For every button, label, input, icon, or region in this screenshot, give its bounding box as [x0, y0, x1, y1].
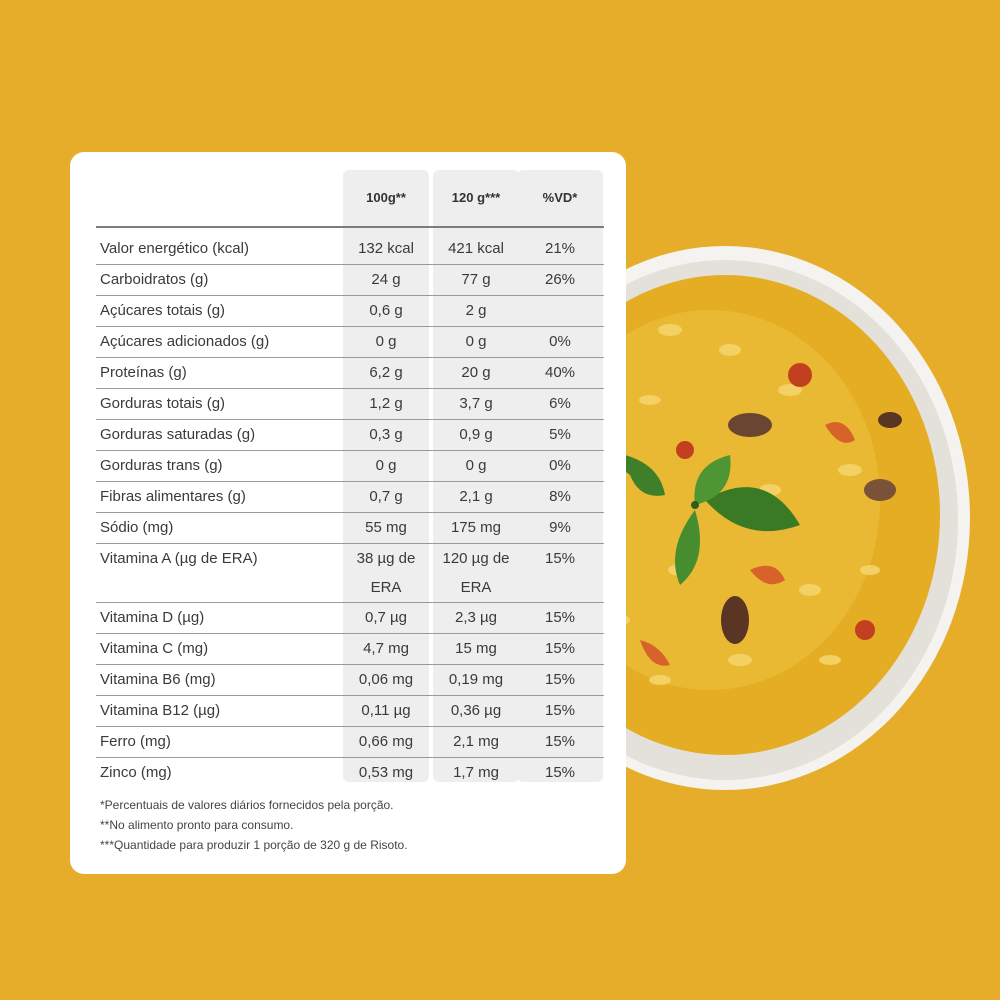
value-120g: 175 mg: [450, 519, 502, 536]
value-vd: 15%: [544, 671, 576, 688]
value-120g: 2,1 mg: [453, 733, 499, 750]
value-100g: 1,2 g: [369, 395, 403, 412]
value-120g: 77 g: [461, 271, 491, 288]
header-vd: %VD*: [542, 190, 578, 205]
value-100g: 38 µg de ERA: [356, 550, 416, 596]
nutrient-name: Gorduras saturadas (g): [100, 426, 256, 443]
nutrition-rows: Valor energético (kcal) 132 kcal 421 kcal 2…: [96, 234, 604, 788]
value-vd: 0%: [549, 457, 571, 474]
value-100g: 0 g: [375, 457, 397, 474]
column-shade-120g: [433, 170, 519, 782]
value-vd: 15%: [544, 733, 576, 750]
nutrition-table-card: 100g** 120 g*** %VD* Valor energético (k…: [70, 152, 626, 874]
value-vd: 6%: [549, 395, 571, 412]
value-120g: 0,36 µg: [450, 702, 502, 719]
footnotes: *Percentuais de valores diários fornecid…: [100, 795, 408, 855]
value-vd: 15%: [544, 609, 576, 626]
header-divider: [96, 226, 604, 228]
nutrient-name: Ferro (mg): [100, 733, 171, 750]
nutrient-name: Gorduras trans (g): [100, 457, 223, 474]
column-shade-vd: [517, 170, 603, 782]
value-100g: 24 g: [371, 271, 401, 288]
value-100g: 0,6 g: [369, 302, 403, 319]
value-120g: 0,9 g: [459, 426, 493, 443]
value-100g: 6,2 g: [369, 364, 403, 381]
value-vd: 15%: [544, 764, 576, 781]
header-100g: 100g**: [366, 190, 406, 205]
table-row: Sódio (mg) 55 mg 175 mg 9%: [96, 513, 604, 544]
nutrient-name: Proteínas (g): [100, 364, 187, 381]
nutrient-name: Carboidratos (g): [100, 271, 209, 288]
table-row: Vitamina B12 (µg) 0,11 µg 0,36 µg 15%: [96, 696, 604, 727]
nutrient-name: Açúcares totais (g): [100, 302, 226, 319]
footnote: ***Quantidade para produzir 1 porção de …: [100, 838, 408, 852]
value-vd: 15%: [544, 550, 576, 567]
value-vd: 9%: [549, 519, 571, 536]
value-120g: 0,19 mg: [448, 671, 504, 688]
table-row: Vitamina B6 (mg) 0,06 mg 0,19 mg 15%: [96, 665, 604, 696]
value-100g: 132 kcal: [358, 240, 414, 257]
header-120g: 120 g***: [451, 190, 501, 205]
nutrient-name: Vitamina B6 (mg): [100, 671, 216, 688]
table-row: Vitamina D (µg) 0,7 µg 2,3 µg 15%: [96, 603, 604, 634]
value-120g: 20 g: [461, 364, 491, 381]
value-100g: 0,53 mg: [358, 764, 414, 781]
nutrient-name: Vitamina B12 (µg): [100, 702, 221, 719]
value-100g: 0,66 mg: [358, 733, 414, 750]
column-shade-100g: [343, 170, 429, 782]
nutrient-name: Valor energético (kcal): [100, 240, 249, 257]
table-row: Açúcares adicionados (g) 0 g 0 g 0%: [96, 327, 604, 358]
value-vd: 21%: [544, 240, 576, 257]
value-100g: 4,7 mg: [363, 640, 409, 657]
value-100g: 55 mg: [365, 519, 407, 536]
table-row: Zinco (mg) 0,53 mg 1,7 mg 15%: [96, 758, 604, 788]
nutrient-name: Vitamina C (mg): [100, 640, 209, 657]
value-120g: 421 kcal: [448, 240, 504, 257]
value-100g: 0,7 g: [369, 488, 403, 505]
value-100g: 0,3 g: [369, 426, 403, 443]
value-120g: 0 g: [465, 457, 487, 474]
value-120g: 0 g: [465, 333, 487, 350]
table-row: Carboidratos (g) 24 g 77 g 26%: [96, 265, 604, 296]
value-120g: 120 µg de ERA: [442, 550, 510, 596]
nutrient-name: Vitamina D (µg): [100, 609, 205, 626]
value-100g: 0,11 µg: [361, 702, 411, 719]
nutrient-name: Sódio (mg): [100, 519, 174, 536]
table-row: Ferro (mg) 0,66 mg 2,1 mg 15%: [96, 727, 604, 758]
value-vd: 15%: [544, 702, 576, 719]
table-row: Vitamina A (µg de ERA) 38 µg de ERA 120 µg…: [96, 544, 604, 603]
value-120g: 1,7 mg: [453, 764, 499, 781]
value-120g: 2,3 µg: [454, 609, 497, 626]
value-120g: 2 g: [465, 302, 487, 319]
nutrient-name: Zinco (mg): [100, 764, 172, 781]
table-row: Gorduras totais (g) 1,2 g 3,7 g 6%: [96, 389, 604, 420]
nutrient-name: Gorduras totais (g): [100, 395, 226, 412]
value-vd: 5%: [549, 426, 571, 443]
table-row: Fibras alimentares (g) 0,7 g 2,1 g 8%: [96, 482, 604, 513]
table-row: Valor energético (kcal) 132 kcal 421 kcal 2…: [96, 234, 604, 265]
value-vd: 26%: [544, 271, 576, 288]
value-100g: 0,06 mg: [358, 671, 414, 688]
value-120g: 3,7 g: [459, 395, 493, 412]
footnote: **No alimento pronto para consumo.: [100, 818, 294, 832]
table-row: Vitamina C (mg) 4,7 mg 15 mg 15%: [96, 634, 604, 665]
value-vd: 40%: [544, 364, 576, 381]
value-100g: 0,7 µg: [364, 609, 407, 626]
value-vd: 15%: [544, 640, 576, 657]
table-row: Gorduras saturadas (g) 0,3 g 0,9 g 5%: [96, 420, 604, 451]
table-row: Açúcares totais (g) 0,6 g 2 g: [96, 296, 604, 327]
nutrient-name: Açúcares adicionados (g): [100, 333, 270, 350]
value-120g: 15 mg: [455, 640, 497, 657]
value-vd: 8%: [549, 488, 571, 505]
nutrient-name: Vitamina A (µg de ERA): [100, 550, 258, 567]
value-vd: 0%: [549, 333, 571, 350]
table-row: Proteínas (g) 6,2 g 20 g 40%: [96, 358, 604, 389]
value-100g: 0 g: [375, 333, 397, 350]
nutrient-name: Fibras alimentares (g): [100, 488, 246, 505]
value-120g: 2,1 g: [459, 488, 493, 505]
table-row: Gorduras trans (g) 0 g 0 g 0%: [96, 451, 604, 482]
footnote: *Percentuais de valores diários fornecid…: [100, 798, 394, 812]
